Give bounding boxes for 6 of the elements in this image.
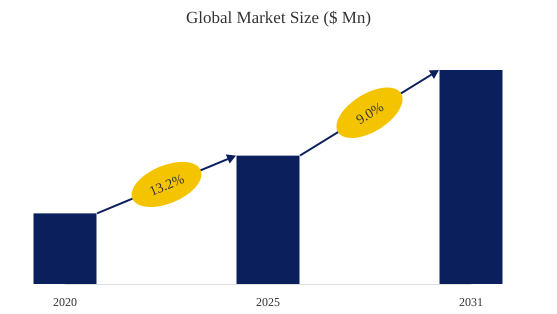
x-tick-label: 2025 — [256, 295, 280, 309]
chart-title: Global Market Size ($ Mn) — [186, 8, 372, 27]
annotation: 13.2% — [147, 172, 187, 200]
x-tick-label: 2031 — [459, 295, 483, 309]
x-tick-label: 2020 — [53, 295, 77, 309]
annotation: 9.0% — [354, 100, 387, 128]
